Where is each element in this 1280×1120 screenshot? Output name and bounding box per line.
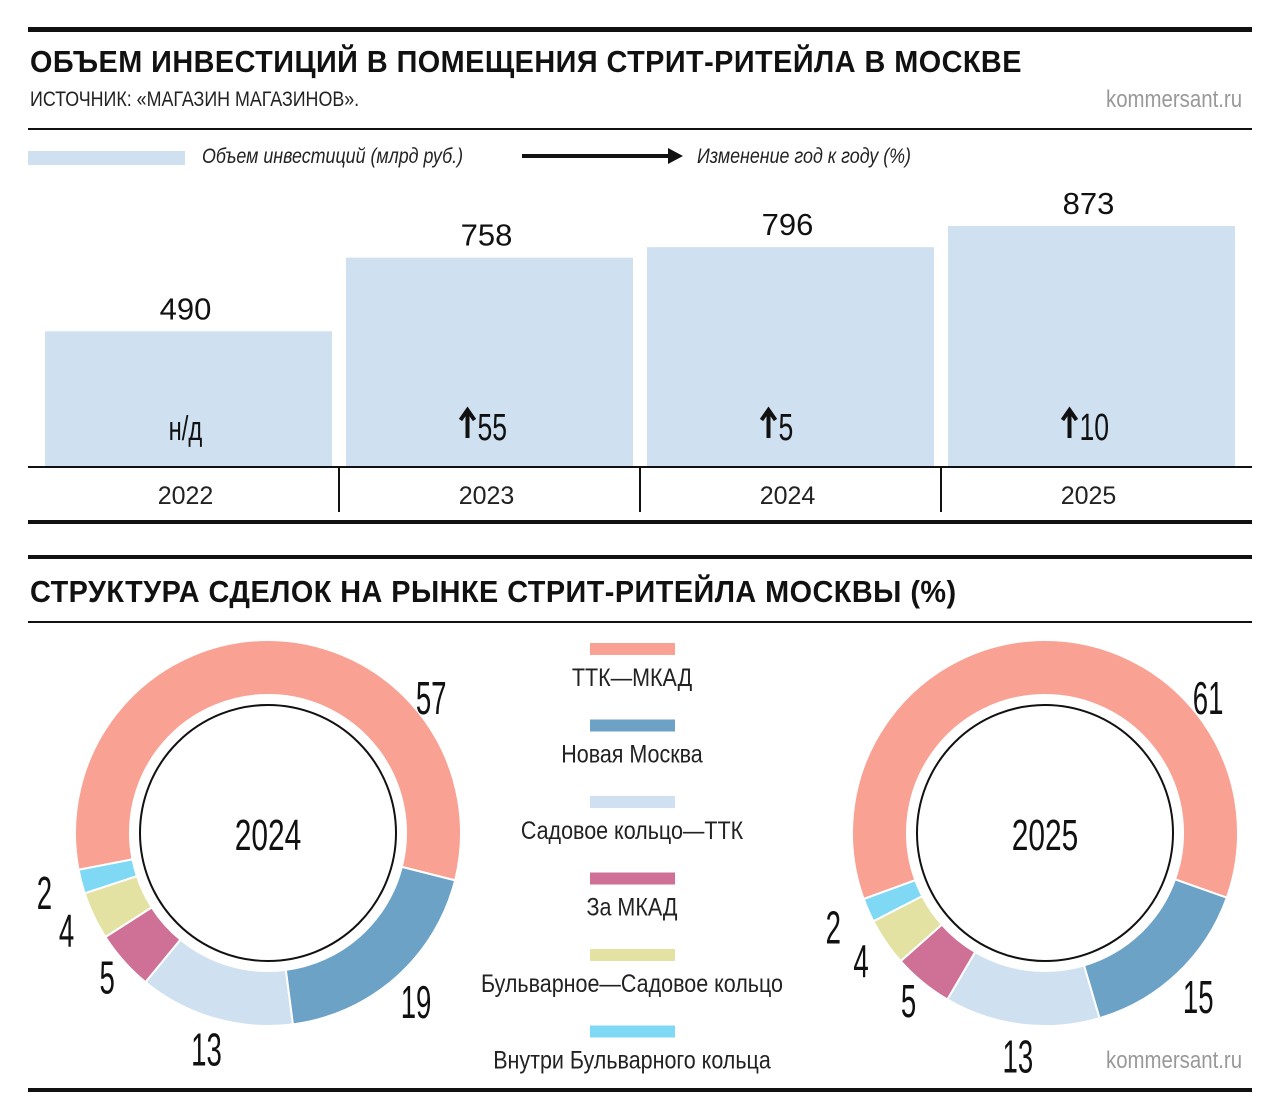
legend-item: Внутри Бульварного кольца [493, 1025, 771, 1074]
legend-item: За МКАД [587, 872, 678, 921]
segment-value-label: 13 [191, 1025, 222, 1076]
legend-label: За МКАД [587, 893, 678, 921]
inner-circle [139, 704, 397, 962]
bar-value-label: 796 [762, 207, 814, 242]
legend-label: ТТК—МКАД [572, 663, 692, 691]
change-label: 10 [1060, 405, 1110, 448]
change-value: 55 [478, 405, 508, 448]
inner-circle [916, 704, 1174, 962]
divider [28, 621, 1252, 623]
brand-label-2: kommersant.ru [1105, 1047, 1242, 1074]
category-label: 2023 [459, 482, 515, 510]
segment-value-label: 4 [59, 907, 74, 958]
legend-swatch [590, 796, 675, 808]
legend-swatch [590, 949, 675, 961]
legend-item: Бульварное—Садовое кольцо [481, 949, 783, 997]
bar-value-label: 873 [1063, 186, 1115, 221]
segment-value-label: 4 [853, 937, 868, 988]
legend-swatch [590, 872, 675, 885]
segment-value-label: 5 [100, 954, 115, 1005]
donut-charts: 57191354220246115135422025ТТК—МКАДНовая … [37, 639, 1239, 1083]
donut-segment [862, 878, 924, 923]
arrow-right-icon [522, 148, 683, 164]
legend-swatch [590, 643, 675, 655]
arrow-up-icon [759, 406, 778, 438]
segment-value-label: 15 [1183, 973, 1214, 1024]
change-value: 10 [1080, 405, 1110, 448]
bottom-rule [28, 1088, 1252, 1092]
segment-value-label: 13 [1002, 1032, 1033, 1083]
donut-year-label: 2025 [1012, 810, 1079, 859]
donut-year-label: 2024 [235, 810, 302, 859]
bar-chart: 490 н/д 2022 758 55 2023 796 5 2024 873 10 2025 [28, 186, 1252, 512]
category-label: 2022 [158, 482, 214, 510]
legend-swatch [590, 719, 675, 732]
change-label: н/д [169, 410, 203, 448]
donut-segment [851, 639, 1239, 901]
change-label: 5 [759, 405, 794, 448]
bar-value-label: 490 [160, 291, 212, 326]
segment-value-label: 2 [37, 869, 52, 920]
legend-bar-label: Объем инвестиций (млрд руб.) [202, 145, 464, 168]
arrow-up-icon [458, 406, 477, 438]
donut-segment [945, 950, 1101, 1027]
divider [28, 520, 1252, 524]
bar-value-label: 758 [461, 218, 513, 253]
chart2-title: СТРУКТУРА СДЕЛОК НА РЫНКЕ СТРИТ-РИТЕЙЛА … [30, 574, 957, 609]
category-label: 2024 [760, 482, 816, 510]
legend-item: ТТК—МКАД [572, 643, 692, 691]
bar-2024 [647, 247, 934, 466]
chart1-title: ОБЪЕМ ИНВЕСТИЦИЙ В ПОМЕЩЕНИЯ СТРИТ-РИТЕЙ… [30, 44, 1022, 79]
category-label: 2025 [1061, 482, 1117, 510]
legend-label: Внутри Бульварного кольца [493, 1046, 771, 1074]
segment-value-label: 61 [1193, 674, 1224, 725]
divider [28, 555, 1252, 559]
segment-value-label: 57 [416, 674, 447, 725]
arrow-up-icon [1060, 406, 1079, 438]
segment-value-label: 2 [826, 903, 841, 954]
legend-item: Новая Москва [561, 719, 703, 768]
source-note: ИСТОЧНИК: «МАГАЗИН МАГАЗИНОВ». [30, 88, 360, 111]
legend-label: Бульварное—Садовое кольцо [481, 969, 783, 997]
segment-value-label: 5 [901, 977, 916, 1028]
donut-segment [77, 858, 139, 895]
bar-2022 [45, 331, 332, 466]
legend-item: Садовое кольцо—ТТК [521, 796, 744, 844]
change-label: 55 [458, 405, 508, 448]
change-value: 5 [779, 405, 794, 448]
donut-segment [74, 639, 462, 882]
legend-bar-swatch [28, 151, 185, 165]
legend-swatch [590, 1025, 675, 1038]
brand-label: kommersant.ru [1105, 86, 1242, 113]
donut-2024: 57 19 13 542 2024 [37, 639, 462, 1076]
legend-label: Садовое кольцо—ТТК [521, 816, 744, 844]
top-rule [28, 27, 1252, 32]
donut-2025: 61 15 13 542 2025 [826, 639, 1239, 1083]
bar-2025 [948, 226, 1235, 466]
bar-2023 [346, 257, 633, 466]
divider [28, 128, 1252, 130]
change-value: н/д [169, 410, 203, 448]
legend-arrow-label: Изменение год к году (%) [697, 145, 912, 168]
legend-label: Новая Москва [561, 740, 703, 768]
segment-value-label: 19 [401, 978, 432, 1029]
